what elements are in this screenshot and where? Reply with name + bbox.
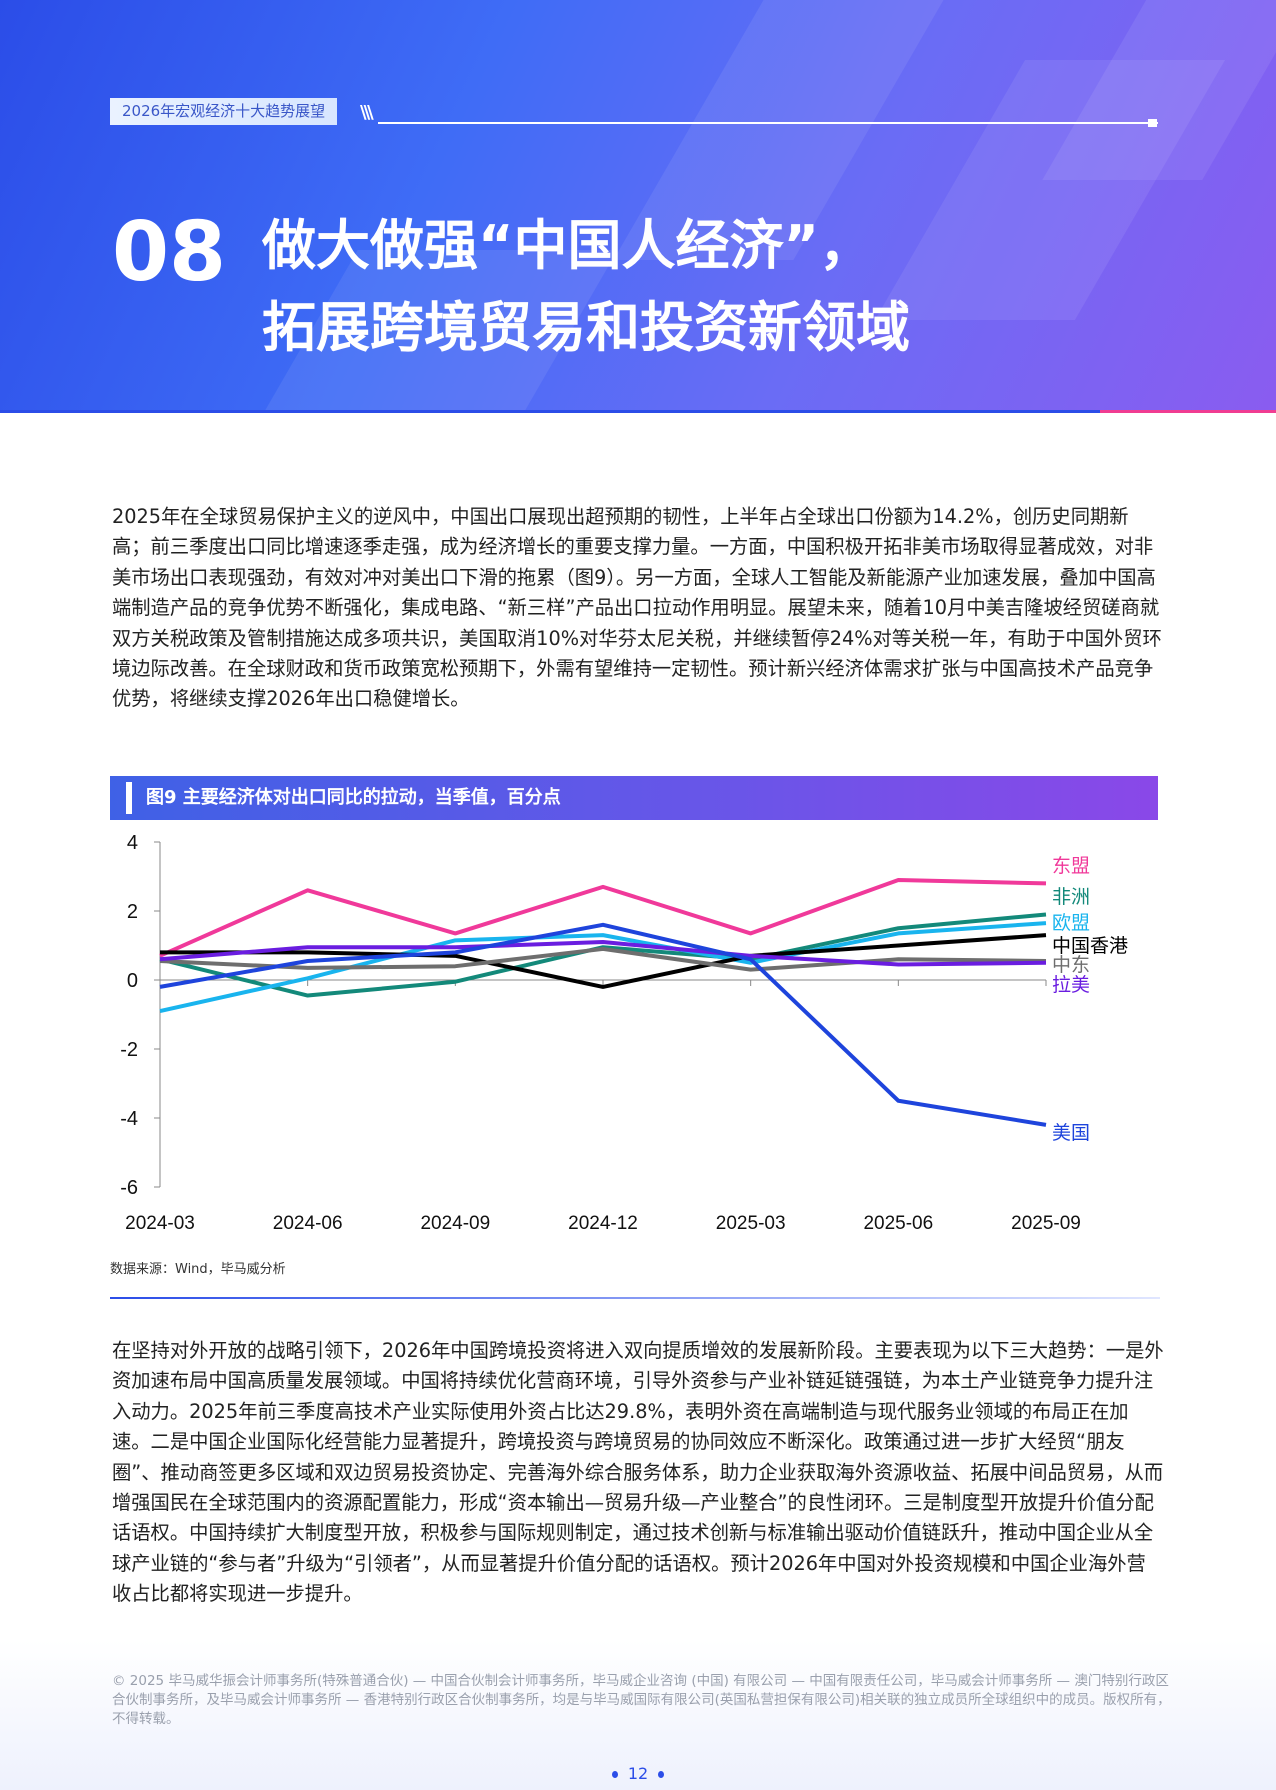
x-tick-label: 2024-09 <box>420 1213 490 1234</box>
series-label: 中东 <box>1052 954 1090 976</box>
series-label: 中国香港 <box>1052 935 1128 957</box>
series-line-0 <box>159 877 1047 958</box>
footer-background <box>0 1640 1276 1790</box>
page-number: 12 <box>600 1764 676 1783</box>
header-rule-end <box>1148 119 1157 127</box>
copyright-notice: © 2025 毕马威华振会计师事务所(特殊普通合伙) — 中国合伙制会计师事务所… <box>112 1673 1171 1727</box>
dot-icon <box>611 1771 618 1778</box>
hero-bottom-accent <box>1100 410 1276 413</box>
report-tag: 2026年宏观经济十大趋势展望 <box>110 98 338 125</box>
x-tick-label: 2024-06 <box>273 1213 343 1234</box>
y-tick-label: -6 <box>120 1177 138 1199</box>
y-tick-label: -2 <box>120 1039 138 1061</box>
x-tick-label: 2024-03 <box>125 1213 195 1234</box>
y-tick-label: 4 <box>127 832 138 854</box>
series-label: 拉美 <box>1052 974 1090 996</box>
series-label: 欧盟 <box>1052 912 1090 934</box>
y-tick-label: -4 <box>120 1108 138 1130</box>
section-number: 08 <box>112 205 227 300</box>
series-label: 非洲 <box>1052 886 1090 908</box>
series-line-5 <box>159 940 1047 967</box>
section-divider <box>110 1297 1160 1299</box>
series-label: 美国 <box>1052 1122 1090 1144</box>
y-tick-label: 0 <box>127 970 138 992</box>
series-label: 东盟 <box>1052 855 1090 877</box>
chart-source: 数据来源：Wind，毕马威分析 <box>110 1262 286 1277</box>
x-tick-label: 2025-03 <box>716 1213 786 1234</box>
series-line-6 <box>159 922 1047 1127</box>
slash-decoration-icon: \\\ <box>360 102 374 123</box>
line-chart: 4 2 0 -2 -4 -6 2024-03 2024-06 2024-09 2024-12 202… <box>120 832 1128 1234</box>
series-line-2 <box>159 921 1047 1014</box>
page-title: 做大做强“中国人经济”， 拓展跨境贸易和投资新领域 <box>262 205 910 369</box>
series-line-3 <box>160 933 1047 989</box>
body-paragraph-2: 在坚持对外开放的战略引领下，2026年中国跨境投资将进入双向提质增效的发展新阶段… <box>112 1339 1164 1606</box>
series-line-4 <box>159 946 1047 972</box>
chart-title: 图9 主要经济体对出口同比的拉动，当季值，百分点 <box>110 776 1158 820</box>
header-rule <box>378 122 1158 124</box>
title-line-2: 拓展跨境贸易和投资新领域 <box>262 296 910 359</box>
title-line-1: 做大做强“中国人经济”， <box>262 214 873 277</box>
page-number-value: 12 <box>627 1764 649 1783</box>
y-tick-label: 2 <box>127 901 138 923</box>
x-tick-label: 2024-12 <box>568 1213 638 1234</box>
body-paragraph-1: 2025年在全球贸易保护主义的逆风中，中国出口展现出超预期的韧性，上半年占全球出… <box>112 505 1162 711</box>
x-tick-label: 2025-09 <box>1011 1213 1081 1234</box>
x-tick-label: 2025-06 <box>863 1213 933 1234</box>
dot-icon <box>658 1771 665 1778</box>
hero-banner: 2026年宏观经济十大趋势展望 \\\ 08 做大做强“中国人经济”， 拓展跨境… <box>0 0 1276 413</box>
hero-bottom-strip <box>0 410 1100 413</box>
